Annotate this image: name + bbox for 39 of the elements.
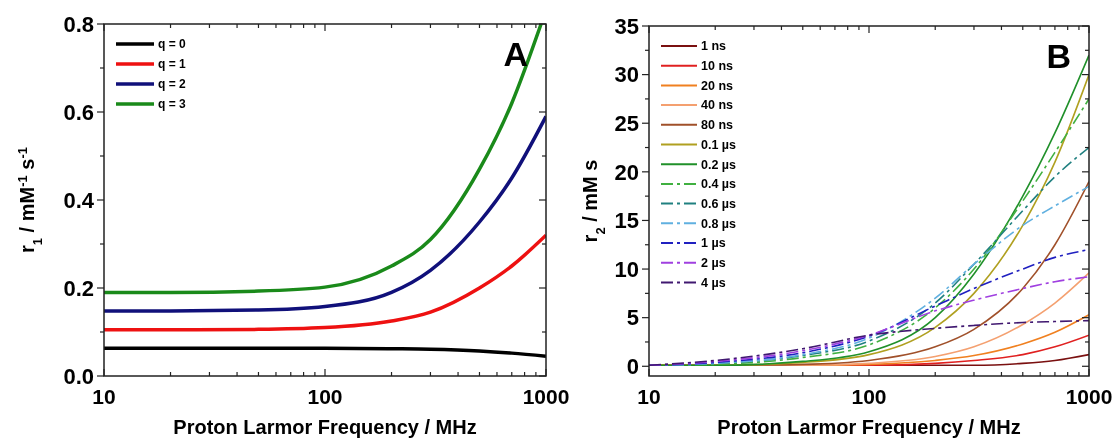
annotation: B [1046, 37, 1071, 75]
legend-label: 1 µs [701, 236, 726, 251]
legend-label: 40 ns [701, 98, 734, 113]
y-tick-label: 0 [626, 353, 639, 379]
legend-label: 0.4 µs [701, 177, 737, 192]
legend-label: 4 µs [701, 275, 726, 290]
y-tick-label: 0.6 [63, 99, 94, 125]
y-tick-label: 10 [614, 256, 639, 282]
x-tick-label: 100 [851, 385, 887, 408]
y-tick-label: 20 [614, 159, 639, 185]
x-tick-label: 1000 [1065, 385, 1113, 408]
legend-label: q = 3 [158, 97, 187, 112]
legend-label: q = 2 [158, 77, 187, 92]
legend-label: q = 1 [158, 57, 187, 72]
legend-label: 10 ns [701, 59, 734, 74]
annotation: A [503, 35, 528, 73]
y-tick-label: 0.0 [63, 363, 94, 389]
legend-label: 1 ns [701, 39, 727, 54]
legend-label: q = 0 [158, 37, 187, 52]
y-tick-label: 25 [614, 110, 639, 136]
x-tick-label: 1000 [522, 385, 570, 408]
y-tick-label: 35 [614, 13, 639, 39]
legend-label: 2 µs [701, 256, 726, 271]
legend-label: 0.6 µs [701, 196, 737, 211]
x-axis-title: Proton Larmor Frequency / MHz [173, 416, 477, 438]
legend-label: 20 ns [701, 78, 734, 93]
legend-label: 80 ns [701, 118, 734, 133]
y-tick-label: 15 [614, 208, 639, 234]
y-tick-label: 0.4 [63, 187, 95, 213]
legend-label: 0.8 µs [701, 216, 737, 231]
x-tick-label: 100 [307, 385, 343, 408]
x-tick-label: 10 [92, 385, 116, 408]
x-axis-title: Proton Larmor Frequency / MHz [717, 416, 1021, 438]
legend-label: 0.2 µs [701, 157, 737, 172]
y-tick-label: 30 [614, 62, 639, 88]
y-tick-label: 0.2 [63, 275, 94, 301]
y-tick-label: 5 [626, 305, 639, 331]
y-tick-label: 0.8 [63, 11, 94, 37]
legend-label: 0.1 µs [701, 137, 737, 152]
